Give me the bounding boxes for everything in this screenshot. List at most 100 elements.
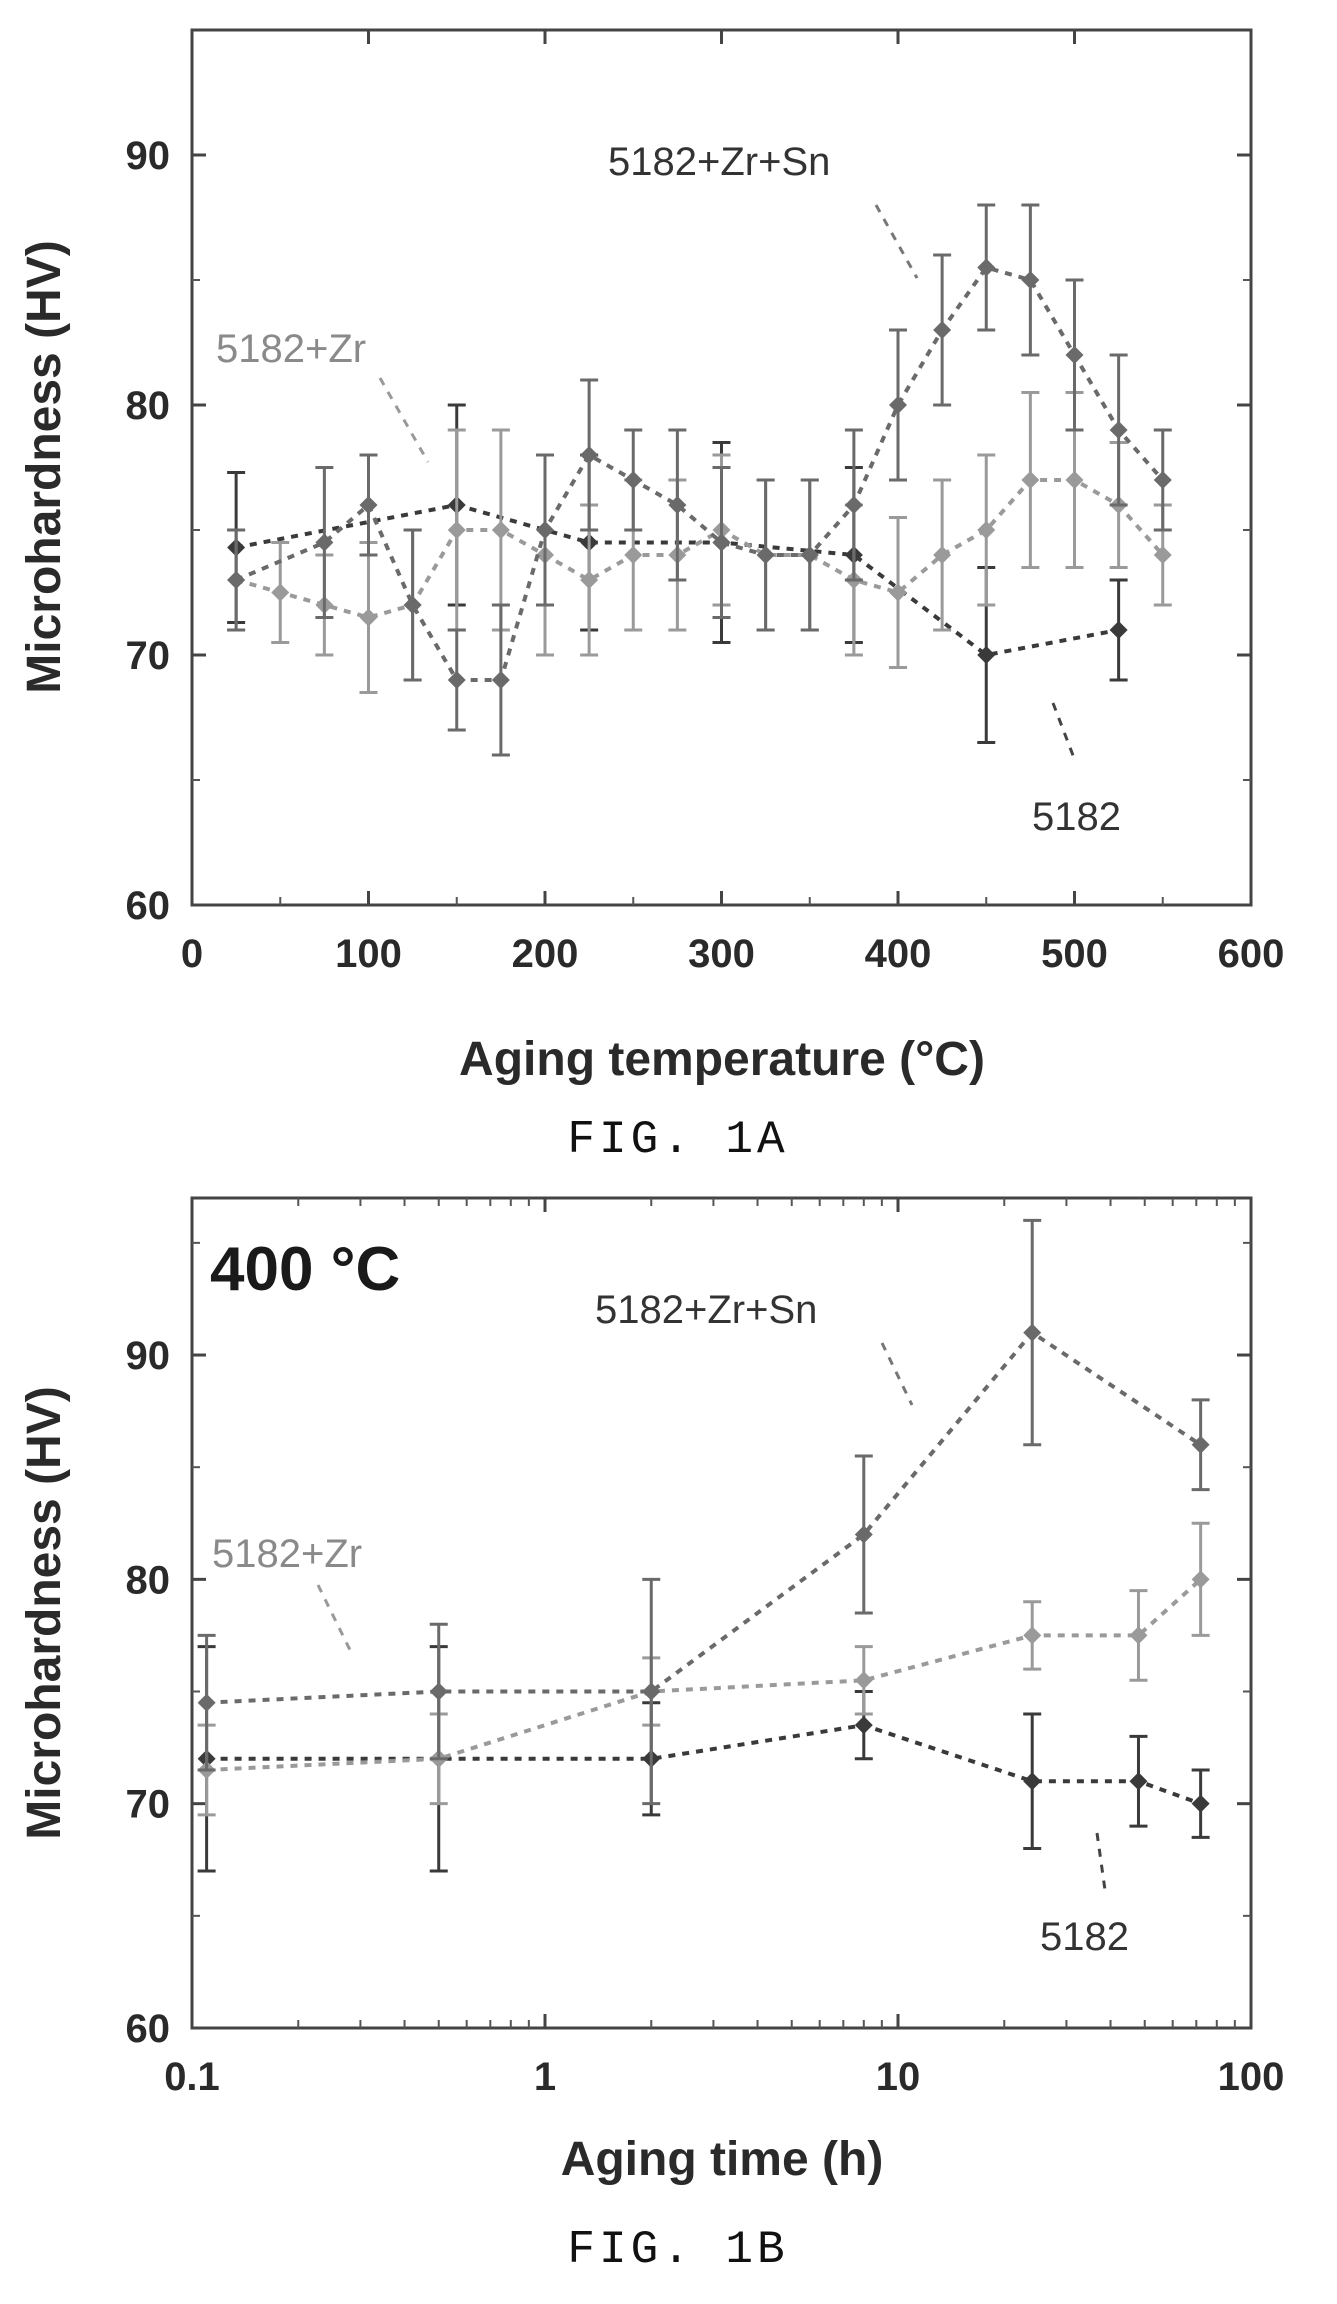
x-tick-label: 0	[181, 932, 203, 976]
data-point	[1021, 271, 1040, 289]
series-5182-zr-sn	[197, 1218, 1210, 1806]
data-point	[447, 671, 466, 689]
data-series-group	[197, 1218, 1210, 1873]
label-5182-zr: 5182+Zr	[216, 327, 366, 371]
temperature-title: 400 °C	[210, 1235, 400, 1304]
x-tick-label: 300	[688, 932, 755, 976]
data-point	[668, 496, 687, 514]
x-axis-label: Aging temperature (°C)	[459, 1033, 985, 1086]
plot-frame	[190, 1196, 1253, 2030]
data-point	[933, 321, 952, 339]
data-point	[197, 1693, 216, 1712]
data-point	[1191, 1435, 1210, 1454]
data-point	[1191, 1794, 1210, 1813]
data-point	[491, 521, 510, 539]
x-tick-label: 600	[1218, 932, 1285, 976]
y-tick-label: 70	[126, 634, 171, 678]
data-point	[359, 496, 378, 514]
series-5182	[197, 1645, 1210, 1873]
figure-label-1b: FIG. 1B	[567, 2224, 788, 2276]
data-point	[1021, 471, 1040, 489]
data-point	[800, 546, 819, 564]
data-point	[854, 1525, 873, 1544]
data-point	[1065, 471, 1084, 489]
data-point	[1023, 1626, 1042, 1645]
data-point	[642, 1682, 661, 1701]
data-point	[977, 521, 996, 539]
data-point	[977, 646, 996, 664]
data-point	[854, 1671, 873, 1690]
label-5182-zr-sn: 5182+Zr+Sn	[608, 140, 830, 184]
y-axis-label: Microhardness (HV)	[18, 240, 71, 693]
data-point	[1109, 421, 1128, 439]
data-point	[624, 471, 643, 489]
data-point	[889, 583, 907, 602]
y-axis-label: Microhardness (HV)	[18, 1386, 71, 1839]
x-tick-label: 500	[1041, 932, 1108, 976]
data-point	[624, 546, 643, 564]
x-tick-label: 200	[512, 932, 579, 976]
data-point	[1153, 546, 1172, 564]
data-point	[580, 571, 599, 589]
axis-ticks: 0 100 200 300 400 500 600 60 70 80 90	[126, 30, 1285, 976]
axis-ticks: 0.1 1 10 100 60 70 80 90	[126, 1198, 1285, 2099]
data-point	[854, 1716, 873, 1735]
data-point	[447, 521, 466, 539]
data-point	[977, 258, 996, 277]
label-5182-zr-sn: 5182+Zr+Sn	[595, 1288, 817, 1332]
x-tick-label: 400	[865, 932, 932, 976]
series-line	[206, 1329, 1202, 1705]
y-tick-label: 80	[126, 1558, 171, 1602]
x-tick-label: 10	[876, 2055, 921, 2099]
y-tick-label: 60	[126, 884, 171, 928]
x-axis-label: Aging time (h)	[561, 2133, 884, 2186]
y-tick-label: 90	[126, 1334, 171, 1378]
chart-fig-1a: 0 100 200 300 400 500 600 60 70 80 90 5182+Zr+Sn 5…	[18, 28, 1285, 1166]
data-point	[580, 446, 599, 464]
series-line	[206, 1723, 1202, 1806]
x-tick-label: 100	[335, 932, 402, 976]
data-point	[403, 596, 422, 614]
data-point	[227, 571, 246, 589]
series-line	[235, 478, 1165, 620]
series-5182-zr	[197, 1521, 1210, 1817]
y-tick-label: 60	[126, 2007, 171, 2051]
callout-line-zr-sn	[880, 1342, 914, 1406]
x-tick-label: 1	[534, 2055, 556, 2099]
callout-line-zr-sn	[874, 204, 919, 279]
data-point	[429, 1682, 448, 1701]
data-point	[1023, 1772, 1042, 1791]
chart-fig-1b: 0.1 1 10 100 60 70 80 90 400 °C 5182+Zr+Sn 5182…	[18, 1196, 1285, 2276]
callout-line-5182	[1051, 702, 1076, 759]
y-tick-label: 90	[126, 134, 171, 178]
data-point	[491, 671, 510, 689]
data-point	[1023, 1323, 1042, 1342]
data-point	[1129, 1626, 1148, 1645]
x-tick-label: 0.1	[164, 2055, 220, 2099]
data-point	[1065, 346, 1084, 364]
callout-line-5182	[1095, 1832, 1107, 1891]
series-5182-zr-sn	[227, 203, 1172, 757]
figure-label-1a: FIG. 1A	[567, 1114, 788, 1166]
x-tick-label: 100	[1218, 2055, 1285, 2099]
data-point	[712, 533, 731, 552]
data-point	[315, 533, 334, 552]
callout-line-zr	[378, 377, 430, 463]
data-point	[1191, 1570, 1210, 1589]
data-point	[933, 546, 952, 564]
callout-line-zr	[316, 1584, 352, 1651]
label-5182-zr: 5182+Zr	[212, 1532, 362, 1576]
data-point	[889, 396, 907, 414]
data-point	[536, 521, 554, 539]
data-point	[1109, 621, 1128, 639]
y-tick-label: 70	[126, 1783, 171, 1827]
data-point	[844, 496, 863, 514]
data-point	[359, 608, 378, 627]
label-5182: 5182	[1040, 1915, 1129, 1959]
data-point	[1153, 471, 1172, 489]
data-series-group	[227, 203, 1172, 757]
label-5182: 5182	[1032, 795, 1121, 839]
data-point	[271, 583, 290, 602]
series-line	[206, 1577, 1202, 1772]
